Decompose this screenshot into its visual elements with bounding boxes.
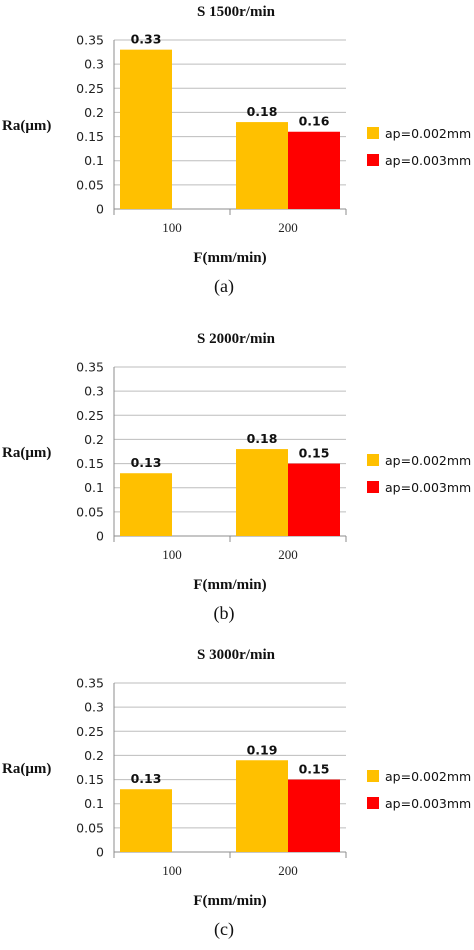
y-tick-label: 0.25 — [76, 81, 104, 96]
y-tick-label: 0.3 — [84, 700, 104, 715]
x-axis-label: F(mm/min) — [193, 250, 266, 266]
legend-swatch — [367, 454, 379, 466]
data-label: 0.33 — [131, 32, 162, 47]
y-tick-label: 0 — [96, 845, 104, 860]
x-tick-label: 100 — [162, 220, 182, 235]
data-label: 0.19 — [247, 742, 278, 757]
y-tick-label: 0.15 — [76, 772, 104, 787]
y-tick-label: 0.3 — [84, 57, 104, 72]
bar-200-series-1 — [236, 760, 288, 852]
figure-caption: (a) — [214, 276, 234, 297]
legend-swatch — [367, 797, 379, 809]
y-tick-label: 0.05 — [76, 820, 104, 835]
y-tick-label: 0.25 — [76, 408, 104, 423]
y-tick-label: 0.15 — [76, 456, 104, 471]
x-tick-label: 200 — [278, 220, 298, 235]
data-label: 0.13 — [131, 771, 162, 786]
y-tick-label: 0.35 — [76, 676, 104, 691]
chart-title: S 1500r/min — [197, 4, 276, 20]
legend-label: ap=0.003mm — [385, 796, 471, 811]
bar-200-series-2 — [288, 131, 340, 209]
data-label: 0.18 — [247, 104, 278, 119]
y-tick-label: 0.15 — [76, 129, 104, 144]
y-tick-label: 0.25 — [76, 724, 104, 739]
bar-200-series-1 — [236, 449, 288, 536]
data-label: 0.15 — [299, 762, 330, 777]
y-axis-label: Ra(μm) — [2, 761, 51, 777]
legend-swatch — [367, 127, 379, 139]
figure-caption: (b) — [214, 603, 235, 624]
chart-title: S 2000r/min — [197, 331, 276, 347]
x-tick-label: 100 — [162, 863, 182, 878]
y-tick-label: 0.3 — [84, 384, 104, 399]
chart-title: S 3000r/min — [197, 647, 276, 663]
y-tick-label: 0.2 — [84, 748, 104, 763]
chart-panel-3: S 3000r/min 0 0.05 0.1 0.15 0.2 0.25 0.3 0.35 100… — [2, 647, 471, 940]
bar-200-series-2 — [288, 463, 340, 536]
bar-100-series-1 — [120, 473, 172, 536]
x-tick-label: 100 — [162, 547, 182, 562]
bar-200-series-2 — [288, 779, 340, 852]
bar-100-series-1 — [120, 789, 172, 852]
y-tick-label: 0.2 — [84, 105, 104, 120]
figure-caption: (c) — [214, 919, 234, 940]
x-tick-label: 200 — [278, 547, 298, 562]
data-label: 0.16 — [299, 114, 330, 129]
y-tick-label: 0.35 — [76, 33, 104, 48]
x-tick-label: 200 — [278, 863, 298, 878]
y-axis-label: Ra(μm) — [2, 118, 51, 134]
chart-panel-1: S 1500r/min 0 0.05 0.1 0.15 0.2 0.25 0.3 0.35 100… — [2, 4, 471, 297]
bar-100-series-1 — [120, 49, 172, 210]
legend-label: ap=0.002mm — [385, 453, 471, 468]
data-label: 0.13 — [131, 455, 162, 470]
data-label: 0.18 — [247, 431, 278, 446]
y-tick-label: 0.1 — [84, 153, 104, 168]
bar-200-series-1 — [236, 122, 288, 209]
data-label: 0.15 — [299, 446, 330, 461]
legend-label: ap=0.002mm — [385, 126, 471, 141]
y-tick-label: 0 — [96, 529, 104, 544]
y-tick-label: 0 — [96, 202, 104, 217]
chart-panel-2: S 2000r/min 0 0.05 0.1 0.15 0.2 0.25 0.3 0.35 100… — [2, 331, 471, 624]
x-axis-label: F(mm/min) — [193, 893, 266, 909]
y-tick-label: 0.1 — [84, 480, 104, 495]
y-axis-label: Ra(μm) — [2, 445, 51, 461]
legend-swatch — [367, 481, 379, 493]
legend-label: ap=0.003mm — [385, 153, 471, 168]
legend-label: ap=0.002mm — [385, 769, 471, 784]
legend-swatch — [367, 770, 379, 782]
y-tick-label: 0.2 — [84, 432, 104, 447]
legend-swatch — [367, 154, 379, 166]
legend-label: ap=0.003mm — [385, 480, 471, 495]
y-tick-label: 0.05 — [76, 177, 104, 192]
x-axis-label: F(mm/min) — [193, 577, 266, 593]
y-tick-label: 0.1 — [84, 796, 104, 811]
y-tick-label: 0.35 — [76, 360, 104, 375]
y-tick-label: 0.05 — [76, 504, 104, 519]
